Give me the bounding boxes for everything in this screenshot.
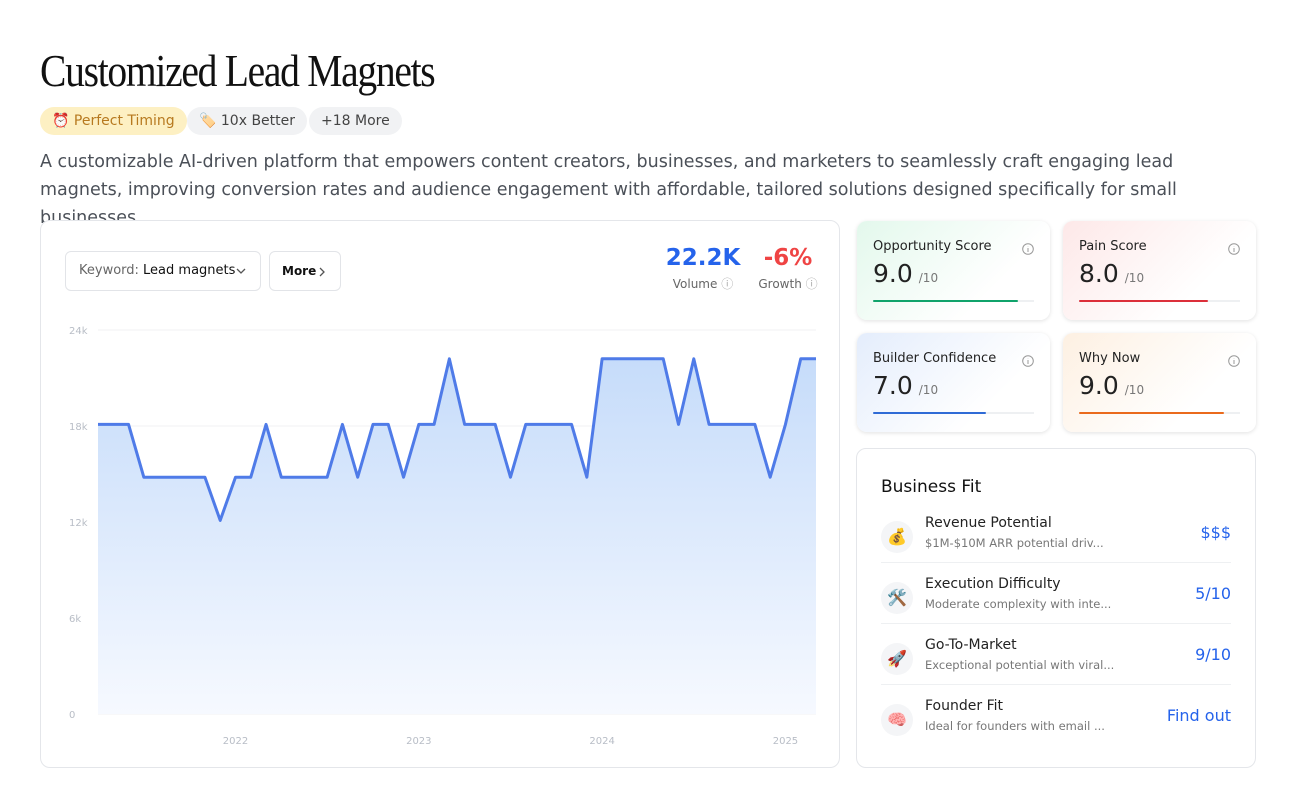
progress-track bbox=[1079, 412, 1240, 414]
progress-track bbox=[1079, 300, 1240, 302]
y-tick-label: 24k bbox=[69, 326, 88, 337]
tag-text: Perfect Timing bbox=[73, 113, 175, 129]
progress-fill bbox=[1079, 412, 1224, 414]
x-tick-label: 2022 bbox=[223, 736, 248, 747]
score-value: 7.0/10 bbox=[873, 371, 938, 400]
info-icon bbox=[1022, 352, 1034, 371]
metric: -6% Growth ⓘ bbox=[746, 245, 830, 292]
info-icon bbox=[1228, 240, 1240, 259]
tag-text: 10x Better bbox=[220, 113, 296, 129]
line bbox=[98, 357, 816, 522]
chart-card: Keyword: Lead magnets More 22.2K Volume … bbox=[40, 220, 840, 768]
row-icon: 🧠 bbox=[881, 704, 913, 736]
info-icon bbox=[1022, 240, 1034, 259]
row-value: 9/10 bbox=[1195, 645, 1231, 664]
score-max: /10 bbox=[918, 383, 939, 397]
metric-value: 22.2K bbox=[665, 245, 741, 271]
row-title: Founder Fit bbox=[925, 698, 1003, 714]
tag[interactable]: +18 More bbox=[309, 107, 402, 135]
row-icon: 🚀 bbox=[881, 643, 913, 675]
fit-row: 💰 Revenue Potential $1M-$10M ARR potential… bbox=[881, 515, 1231, 575]
row-icon: 🛠️ bbox=[881, 582, 913, 614]
progress-fill bbox=[873, 300, 1018, 302]
score-name: Builder Confidence bbox=[873, 351, 997, 366]
row-value: $$$ bbox=[1200, 523, 1231, 542]
y-tick-label: 12k bbox=[69, 518, 88, 529]
info-icon bbox=[1228, 352, 1240, 371]
score-name: Pain Score bbox=[1079, 239, 1147, 254]
chart: 0 6k 12k 18k 24k 2022 2023 2024 2025 bbox=[69, 326, 816, 747]
fit-row: 🚀 Go-To-Market Exceptional potential with … bbox=[881, 637, 1231, 697]
metric-label-text: Growth bbox=[758, 277, 802, 291]
row-title: Execution Difficulty bbox=[925, 576, 1061, 592]
x-tick-label: 2024 bbox=[589, 736, 614, 747]
section-title: Business Fit bbox=[881, 477, 982, 497]
score-card: Builder Confidence 7.0/10 bbox=[857, 333, 1050, 432]
row-desc: Exceptional potential with viral... bbox=[925, 658, 1115, 672]
score-card: Pain Score 8.0/10 bbox=[1063, 221, 1256, 320]
more-button[interactable]: More bbox=[269, 251, 341, 291]
y-tick-label: 18k bbox=[69, 422, 88, 433]
metric-label: Growth ⓘ bbox=[758, 277, 818, 291]
business-fit-card: Business Fit 💰 Revenue Potential $1M-$10M … bbox=[856, 448, 1256, 768]
score-value: 9.0/10 bbox=[873, 259, 938, 288]
score-number: 8.0 bbox=[1079, 259, 1119, 288]
score-number: 9.0 bbox=[1079, 371, 1119, 400]
x-tick-label: 2023 bbox=[406, 736, 431, 747]
chevron bbox=[236, 268, 246, 274]
keyword-value: Lead magnets bbox=[143, 263, 236, 278]
x-tick-label: 2025 bbox=[773, 736, 798, 747]
row-desc: $1M-$10M ARR potential driv... bbox=[925, 536, 1104, 550]
score-card: Why Now 9.0/10 bbox=[1063, 333, 1256, 432]
y-tick-label: 6k bbox=[69, 614, 81, 625]
tag-text: +18 More bbox=[321, 113, 390, 129]
fit-row: 🛠️ Execution Difficulty Moderate complexit… bbox=[881, 576, 1231, 636]
score-card: Opportunity Score 9.0/10 bbox=[857, 221, 1050, 320]
tag[interactable]: 🏷️ 10x Better bbox=[187, 107, 308, 135]
score-max: /10 bbox=[1124, 271, 1145, 285]
area bbox=[98, 358, 816, 714]
more-text: More bbox=[282, 264, 317, 278]
score-name: Opportunity Score bbox=[873, 239, 992, 254]
progress-track bbox=[873, 412, 1034, 414]
score-max: /10 bbox=[918, 271, 939, 285]
row-icon: 💰 bbox=[881, 521, 913, 553]
tag-icon: 🏷️ bbox=[199, 113, 217, 129]
keyword-label: Keyword: bbox=[79, 263, 139, 278]
y-tick-label: 0 bbox=[69, 710, 75, 721]
chevron bbox=[319, 267, 325, 277]
row-title: Go-To-Market bbox=[925, 637, 1017, 653]
row-desc: Ideal for founders with email ... bbox=[925, 719, 1105, 733]
tag-icon: ⏰ bbox=[52, 113, 70, 129]
score-value: 9.0/10 bbox=[1079, 371, 1144, 400]
keyword-select[interactable]: Keyword: Lead magnets bbox=[65, 251, 261, 291]
score-number: 7.0 bbox=[873, 371, 913, 400]
score-number: 9.0 bbox=[873, 259, 913, 288]
tag[interactable]: ⏰ Perfect Timing bbox=[40, 107, 187, 135]
progress-track bbox=[873, 300, 1034, 302]
separator bbox=[881, 562, 1231, 563]
score-name: Why Now bbox=[1079, 351, 1141, 366]
row-value: Find out bbox=[1166, 706, 1231, 725]
metric-label: Volume ⓘ bbox=[672, 277, 734, 291]
score-value: 8.0/10 bbox=[1079, 259, 1144, 288]
progress-fill bbox=[873, 412, 986, 414]
fit-row: 🧠 Founder Fit Ideal for founders with emai… bbox=[881, 698, 1231, 758]
separator bbox=[881, 623, 1231, 624]
metric-label-text: Volume bbox=[672, 277, 718, 291]
metric-value: -6% bbox=[763, 245, 813, 271]
row-value: 5/10 bbox=[1195, 584, 1231, 603]
score-max: /10 bbox=[1124, 383, 1145, 397]
metric: 22.2K Volume ⓘ bbox=[661, 245, 745, 292]
separator bbox=[881, 684, 1231, 685]
progress-fill bbox=[1079, 300, 1208, 302]
page-title: Customized Lead Magnets bbox=[40, 45, 436, 96]
row-desc: Moderate complexity with inte... bbox=[925, 597, 1112, 611]
row-title: Revenue Potential bbox=[925, 515, 1052, 531]
